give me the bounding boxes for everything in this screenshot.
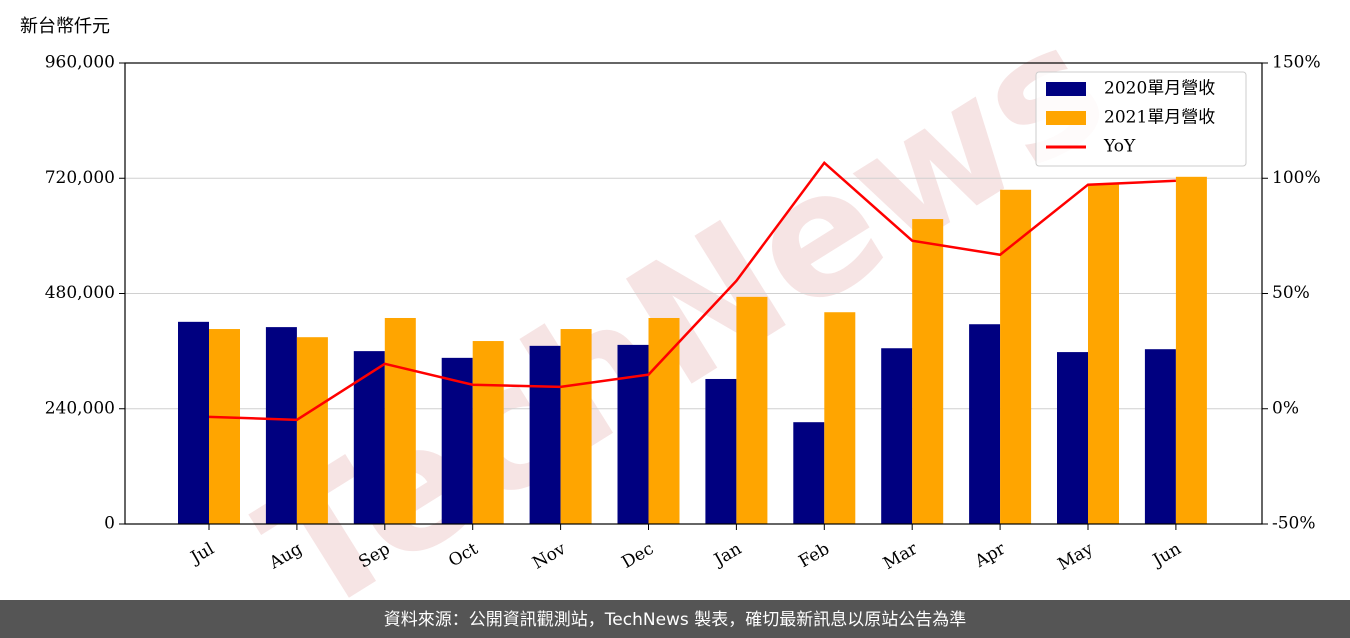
- bar: [824, 312, 856, 524]
- x-tick-label: Apr: [971, 538, 1010, 572]
- y-tick-label: 720,000: [45, 168, 115, 188]
- bar: [441, 357, 473, 524]
- plot-frame: [124, 62, 1263, 525]
- y2-tick-label: 0%: [1272, 398, 1299, 418]
- x-tick-label: Feb: [795, 539, 833, 572]
- bar: [209, 329, 240, 524]
- y-axis-label: 新台幣仟元: [20, 16, 110, 37]
- bar: [353, 351, 385, 524]
- legend: 2020單月營收 2021單月營收 YoY: [1035, 71, 1247, 167]
- bar: [881, 348, 913, 524]
- bar: [912, 219, 944, 525]
- legend-label: 2021單月營收: [1104, 108, 1215, 128]
- x-tick-label: Jun: [1148, 539, 1185, 572]
- legend-box: [1035, 71, 1247, 167]
- bar: [793, 422, 825, 524]
- y-tick-label: 0: [104, 514, 115, 534]
- y-tick-label: 240,000: [45, 398, 115, 418]
- legend-swatch: [1046, 111, 1086, 125]
- bar: [705, 378, 737, 524]
- bar: [617, 344, 649, 524]
- bar: [384, 317, 416, 524]
- x-tick-label: Mar: [880, 538, 922, 574]
- bar: [969, 324, 1001, 524]
- bar: [648, 317, 680, 524]
- bar: [1175, 176, 1207, 524]
- footer-bar: [0, 600, 1350, 638]
- x-tick-label: Jan: [709, 539, 745, 571]
- bar: [265, 327, 297, 524]
- bar: [560, 329, 592, 524]
- y2-tick-label: 100%: [1272, 168, 1321, 188]
- y2-tick-label: 50%: [1272, 283, 1310, 303]
- legend-label: 2020單月營收: [1104, 79, 1215, 99]
- bar: [1088, 184, 1119, 524]
- footer-text: 資料來源：公開資訊觀測站，TechNews 製表，確切最新訊息以原站公告為準: [384, 610, 966, 630]
- bar: [472, 341, 504, 524]
- y2-tick-label: 150%: [1272, 53, 1321, 73]
- bar: [529, 345, 561, 524]
- legend-swatch: [1046, 82, 1086, 96]
- legend-label: YoY: [1103, 137, 1136, 157]
- line: [208, 160, 1176, 422]
- y-tick-label: 960,000: [45, 53, 115, 73]
- bar: [296, 337, 328, 524]
- x-tick-label: May: [1055, 539, 1098, 575]
- bar: [178, 321, 209, 524]
- bar: [1000, 189, 1032, 524]
- bar: [736, 296, 768, 524]
- x-tick-label: Dec: [618, 539, 657, 573]
- bar: [1057, 352, 1088, 524]
- y-tick-label: 480,000: [45, 283, 115, 303]
- y2-tick-label: -50%: [1272, 514, 1316, 534]
- bar: [1144, 349, 1176, 524]
- x-tick-label: Jul: [186, 539, 218, 569]
- x-tick-label: Nov: [529, 539, 569, 574]
